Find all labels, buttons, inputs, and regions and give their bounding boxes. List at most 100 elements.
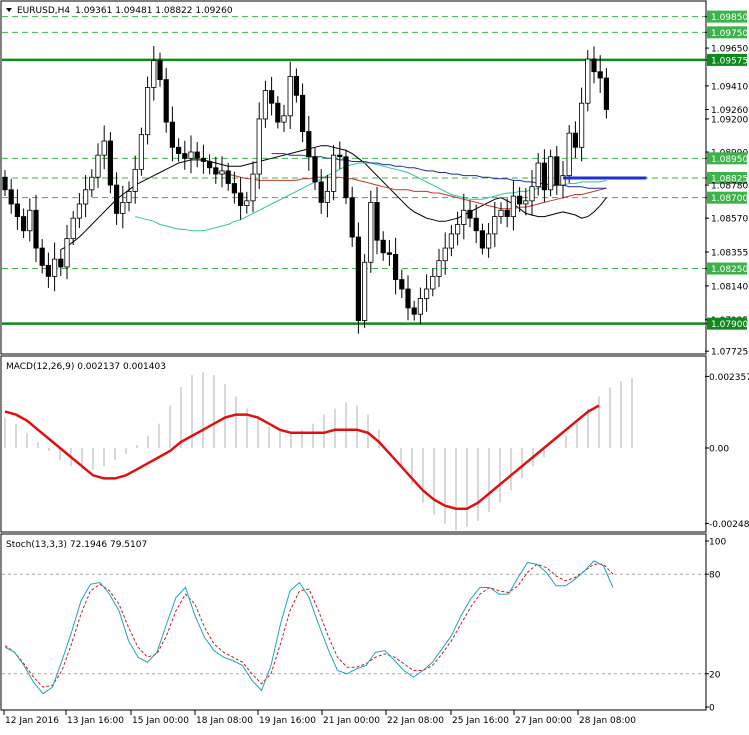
candle-body xyxy=(293,76,300,96)
candle-body xyxy=(579,102,585,148)
macd-indicator: 0.002357 0.00 -0.002484 xyxy=(4,372,749,530)
candle-body xyxy=(591,58,597,73)
price-label-bg xyxy=(707,53,747,66)
moving-average-line xyxy=(215,172,607,210)
time-label: 18 Jan 08:00 xyxy=(196,716,253,726)
candle-body xyxy=(151,60,157,88)
price-label: 1.08700 xyxy=(711,194,748,204)
macd-label: 0.002357 xyxy=(709,373,749,383)
price-label-bg xyxy=(707,152,747,165)
candle-body xyxy=(194,151,200,159)
symbol-title: EURUSD,H4 xyxy=(17,6,70,16)
time-label: 21 Jan 00:00 xyxy=(323,716,380,726)
candle-body xyxy=(256,118,262,175)
price-label: 1.09260 xyxy=(711,106,748,116)
candle-body xyxy=(392,253,399,280)
candle-body xyxy=(597,71,603,79)
candle-body xyxy=(374,202,380,241)
price-label-bg xyxy=(707,317,747,330)
price-label-bg xyxy=(707,172,747,184)
candle-body xyxy=(386,252,393,255)
candle-body xyxy=(566,132,572,177)
price-label: 1.09575 xyxy=(711,56,748,66)
candle-body xyxy=(461,209,467,225)
candles xyxy=(2,46,610,334)
candle-body xyxy=(8,189,14,205)
candle-body xyxy=(45,264,52,277)
candle-body xyxy=(517,195,523,205)
candle-body xyxy=(417,298,424,315)
candle-body xyxy=(107,140,113,186)
candle-body xyxy=(101,140,107,156)
candle-body xyxy=(268,90,275,104)
candle-body xyxy=(504,209,510,217)
price-label: 1.08140 xyxy=(711,282,748,292)
time-label: 13 Jan 16:00 xyxy=(67,716,124,726)
collapse-arrow-icon[interactable] xyxy=(6,8,12,12)
price-label: 1.08355 xyxy=(711,249,748,259)
candle-body xyxy=(52,258,58,277)
stoch-indicator: 100 80 20 0 xyxy=(2,538,726,714)
candle-body xyxy=(262,90,269,120)
candle-body xyxy=(163,79,169,123)
time-label: 12 Jan 2016 xyxy=(5,716,59,726)
candle-body xyxy=(349,197,355,238)
candle-body xyxy=(510,195,517,217)
candle-body xyxy=(157,60,163,80)
candle-body xyxy=(312,156,318,183)
candle-body xyxy=(250,173,256,202)
candle-body xyxy=(76,203,82,219)
candle-body xyxy=(132,168,138,192)
macd-pane-frame xyxy=(0,355,707,533)
price-label-bg xyxy=(707,262,747,275)
candle-body xyxy=(448,233,455,249)
candle-body xyxy=(411,307,417,315)
candle-body xyxy=(368,202,374,263)
price-label: 1.07725 xyxy=(711,348,748,358)
candle-body xyxy=(39,247,45,266)
candle-body xyxy=(523,200,529,205)
time-label: 25 Jan 16:00 xyxy=(452,716,509,726)
price-label: 1.09650 xyxy=(711,45,748,55)
price-label: 1.08250 xyxy=(711,265,748,275)
candle-body xyxy=(529,186,535,202)
candle-body xyxy=(541,162,548,191)
price-label: 1.09850 xyxy=(711,13,748,23)
time-label: 28 Jan 08:00 xyxy=(579,716,636,726)
candle-body xyxy=(287,76,293,117)
candle-body xyxy=(169,121,175,148)
candle-body xyxy=(33,209,39,249)
candle-body xyxy=(548,156,554,191)
stoch-title: Stoch(13,3,3) 72.1946 79.5107 xyxy=(6,540,147,550)
stoch-signal-line xyxy=(4,563,614,688)
candle-body xyxy=(498,209,504,217)
stoch-label: 20 xyxy=(709,670,721,680)
macd-label: -0.002484 xyxy=(709,520,749,530)
stoch-label: 0 xyxy=(709,704,715,714)
candle-body xyxy=(436,260,442,277)
candle-body xyxy=(83,189,89,205)
candle-body xyxy=(138,134,144,170)
candle-body xyxy=(355,236,362,321)
price-label: 1.09750 xyxy=(711,29,748,39)
price-title: EURUSD,H4 1.09361 1.09481 1.08822 1.09260 xyxy=(17,6,233,16)
ohlc-values: 1.09361 1.09481 1.08822 1.09260 xyxy=(75,6,233,16)
candle-body xyxy=(175,146,182,154)
candle-body xyxy=(95,154,101,178)
candle-body xyxy=(144,87,151,136)
candle-body xyxy=(89,176,95,191)
candle-body xyxy=(299,94,306,132)
candle-body xyxy=(405,288,411,309)
candle-body xyxy=(126,190,132,203)
stoch-main-line xyxy=(4,560,614,695)
candle-body xyxy=(380,239,386,254)
candle-body xyxy=(430,276,436,290)
candle-body xyxy=(275,102,281,123)
candle-body xyxy=(423,288,430,299)
candle-body xyxy=(182,153,188,159)
time-label: 27 Jan 00:00 xyxy=(515,716,572,726)
candle-body xyxy=(188,151,194,159)
candle-body xyxy=(603,77,610,110)
